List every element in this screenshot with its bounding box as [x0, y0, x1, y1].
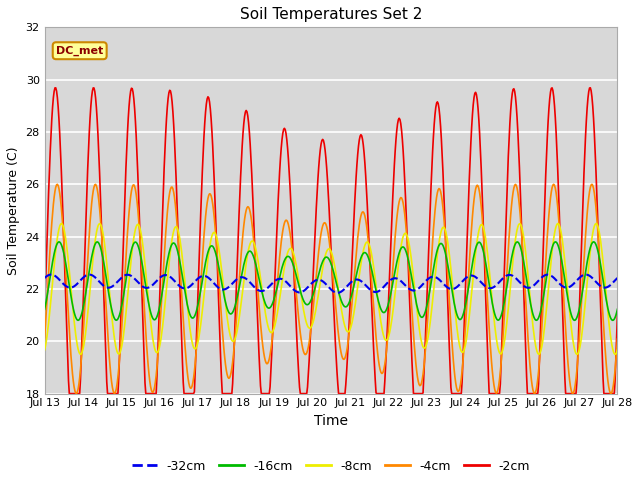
Legend: -32cm, -16cm, -8cm, -4cm, -2cm: -32cm, -16cm, -8cm, -4cm, -2cm — [127, 455, 535, 478]
Y-axis label: Soil Temperature (C): Soil Temperature (C) — [7, 146, 20, 275]
Text: DC_met: DC_met — [56, 46, 103, 56]
X-axis label: Time: Time — [314, 414, 348, 428]
Title: Soil Temperatures Set 2: Soil Temperatures Set 2 — [240, 7, 422, 22]
